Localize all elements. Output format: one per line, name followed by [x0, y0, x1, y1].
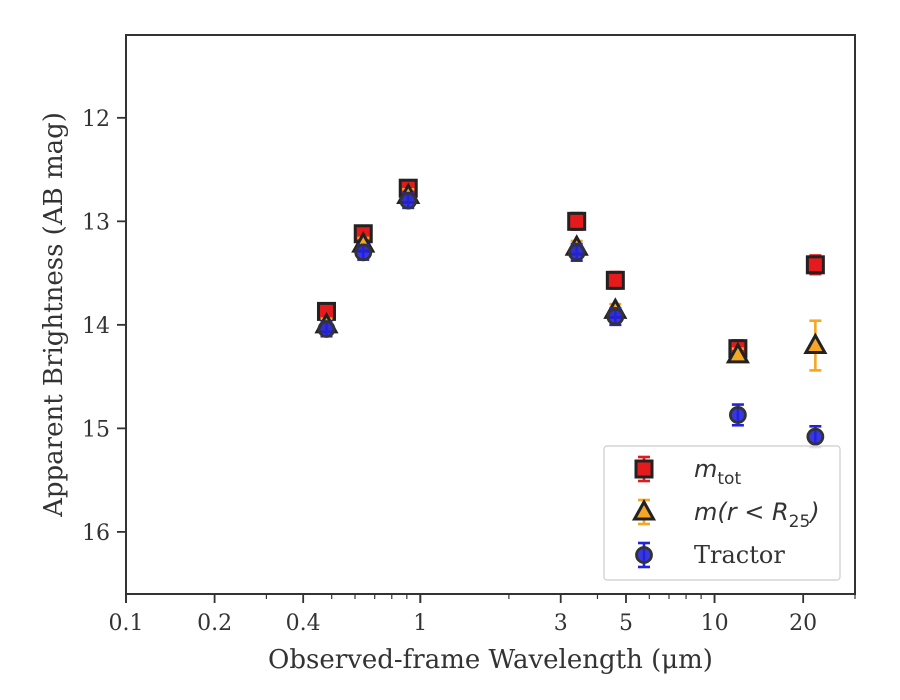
x-tick-label: 5 — [619, 611, 633, 636]
data-point-tractor — [728, 406, 747, 424]
data-point-mtot — [605, 270, 625, 290]
data-point-tractor — [317, 320, 336, 338]
series-tractor — [317, 191, 825, 449]
y-tick-label: 14 — [82, 314, 110, 339]
legend: mtot m(r < R25) Tractor — [603, 445, 841, 581]
x-tick-label: 0.4 — [286, 611, 321, 636]
data-point-tractor — [354, 243, 373, 262]
legend-label-mtot: mtot — [694, 455, 741, 489]
legend-box — [603, 445, 841, 581]
legend-marker-tractor — [635, 546, 653, 564]
y-tick-label: 15 — [82, 417, 110, 442]
series-mtot — [316, 178, 825, 359]
y-tick-label: 12 — [82, 107, 110, 132]
x-tick-label: 10 — [701, 611, 729, 636]
data-point-tractor — [399, 191, 418, 210]
legend-label-mr25: m(r < R25) — [694, 498, 820, 532]
x-tick-label: 20 — [789, 611, 817, 636]
y-axis-label: Apparent Brightness (AB mag) — [39, 112, 69, 518]
data-point-mr25 — [803, 332, 828, 355]
x-tick-label: 0.1 — [109, 611, 144, 636]
y-tick-label: 16 — [82, 521, 110, 546]
data-point-tractor — [567, 243, 586, 262]
plot-frame — [125, 34, 856, 595]
data-point-tractor — [806, 427, 825, 446]
legend-marker-mtot — [634, 459, 654, 479]
data-point-tractor — [606, 307, 625, 326]
x-tick-label: 0.2 — [197, 611, 232, 636]
data-point-mtot — [805, 255, 825, 275]
y-tick-label: 13 — [82, 210, 110, 235]
legend-label-tractor: Tractor — [694, 541, 785, 569]
data-point-mr25 — [725, 341, 750, 364]
x-tick-label: 3 — [554, 611, 568, 636]
data-point-mtot — [567, 211, 587, 231]
legend-marker-mr25 — [631, 498, 657, 521]
x-tick-label: 1 — [413, 611, 427, 636]
x-axis-label: Observed-frame Wavelength (μm) — [268, 645, 713, 675]
